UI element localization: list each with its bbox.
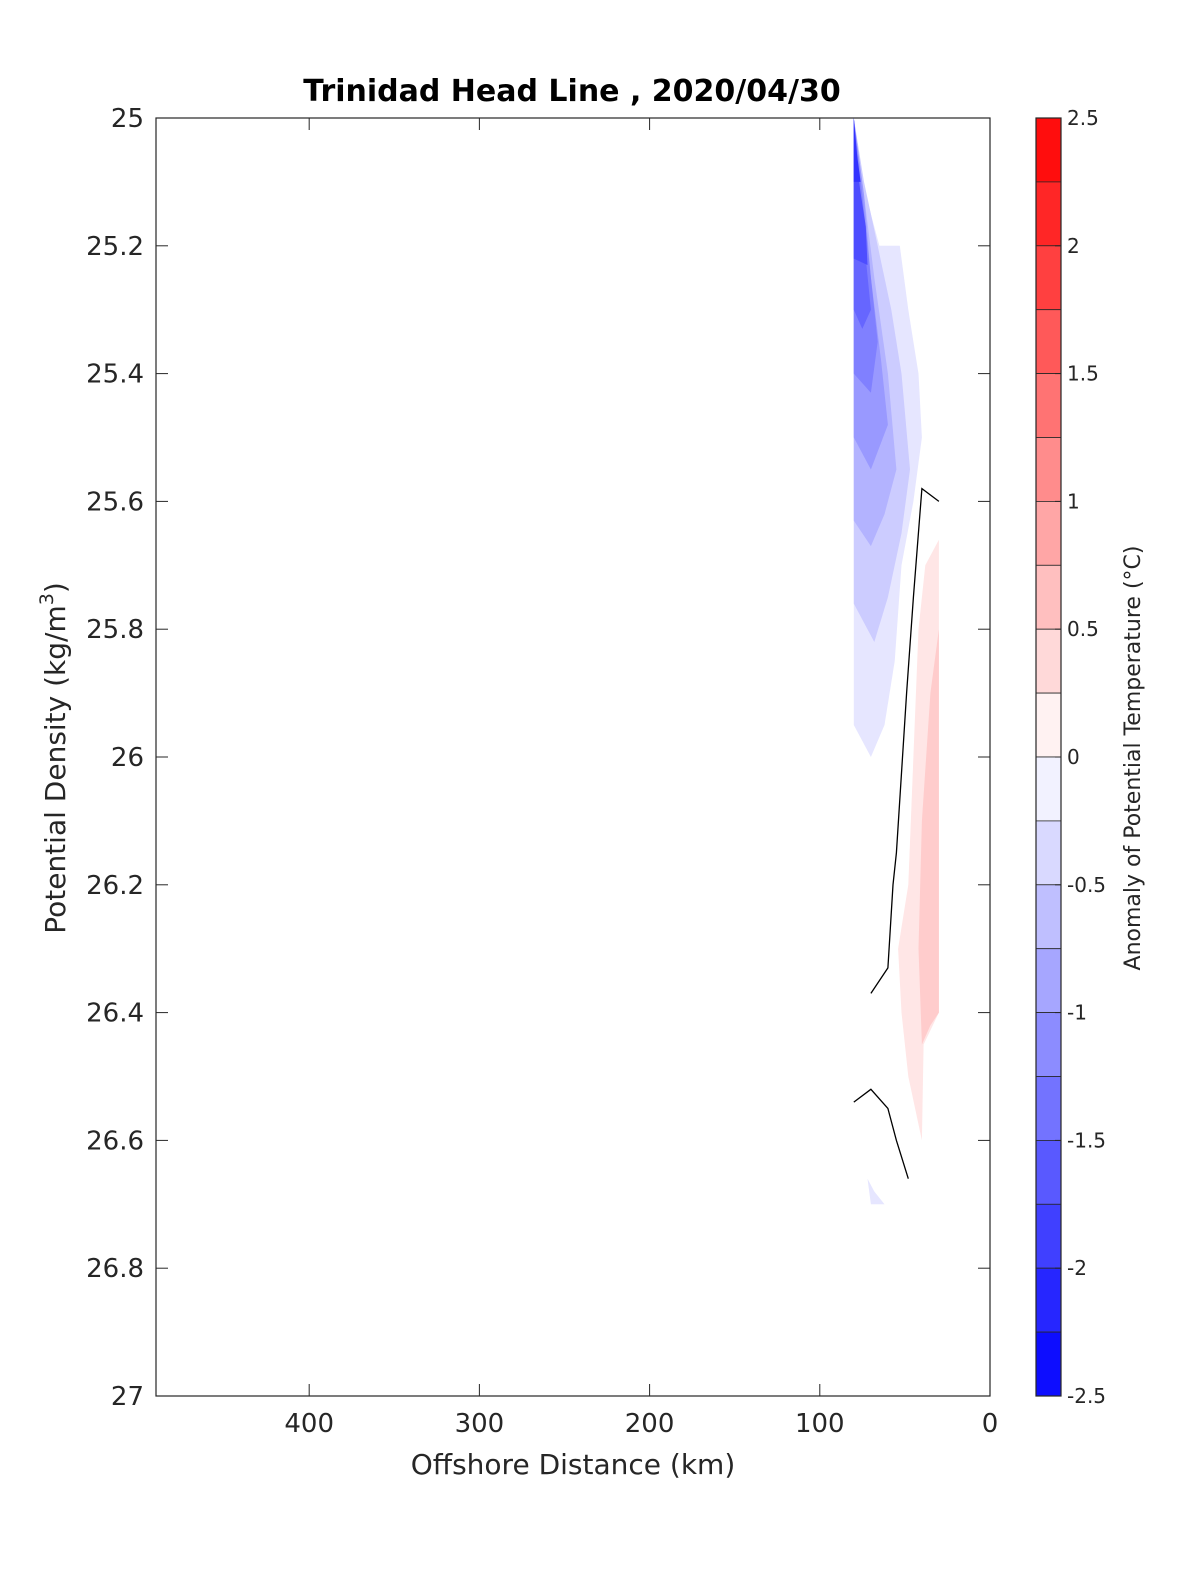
colorbar-tick-label-2: 1.5 xyxy=(1067,362,1099,386)
colorbar-tick-label-3: 1 xyxy=(1067,489,1080,513)
y-axis-label-main: Potential Density (kg/m xyxy=(39,605,72,934)
colorbar-segment-16 xyxy=(1035,1140,1062,1205)
contour-fills xyxy=(853,118,939,1205)
colorbar-segment-3 xyxy=(1035,309,1062,375)
y-tick-label-9: 26.8 xyxy=(86,1254,144,1284)
colorbar-segment-10 xyxy=(1035,756,1062,822)
y-tick-label-5: 26 xyxy=(111,743,144,773)
y-tick-label-3: 25.6 xyxy=(86,487,144,517)
colorbar-tick-label-1: 2 xyxy=(1067,234,1080,258)
colorbar-tick-label-4: 0.5 xyxy=(1067,617,1099,641)
colorbar: 2.5 2 1.5 1 0.5 0 -0.5 -1 -1.5 -2 -2.5 xyxy=(1035,106,1106,1408)
colorbar-label: Anomaly of Potential Temperature (°C) xyxy=(1121,546,1146,971)
colorbar-segment-15 xyxy=(1035,1076,1062,1141)
y-tick-label-8: 26.6 xyxy=(86,1126,144,1156)
colorbar-segment-19 xyxy=(1035,1331,1062,1397)
y-tick-label-0: 25 xyxy=(111,104,144,134)
colorbar-tick-label-5: 0 xyxy=(1067,745,1080,769)
chart-title: Trinidad Head Line , 2020/04/30 xyxy=(303,74,840,109)
x-tick-label-3: 100 xyxy=(795,1409,845,1439)
contour-fill-8 xyxy=(867,1178,885,1205)
x-tick-label-2: 200 xyxy=(625,1409,675,1439)
colorbar-segment-18 xyxy=(1035,1267,1062,1333)
colorbar-segment-11 xyxy=(1035,820,1062,886)
colorbar-segment-1 xyxy=(1035,181,1062,247)
colorbar-tick-label-9: -2 xyxy=(1067,1256,1087,1280)
colorbar-tick-label-8: -1.5 xyxy=(1067,1128,1106,1152)
x-axis-label: Offshore Distance (km) xyxy=(411,1448,736,1481)
y-tick-label-4: 25.8 xyxy=(86,615,144,645)
y-axis-label-close: ) xyxy=(39,582,72,593)
colorbar-segment-2 xyxy=(1035,245,1062,311)
zero-contour-lines xyxy=(853,487,940,1179)
y-tick-label-7: 26.4 xyxy=(86,999,144,1029)
zero-contour-line-0 xyxy=(870,487,940,994)
x-axis-ticks: 400 300 200 100 0 xyxy=(284,118,998,1439)
colorbar-segment-9 xyxy=(1035,692,1062,758)
contour-fill-10 xyxy=(918,629,939,1045)
contour-fill-6 xyxy=(853,118,868,265)
y-axis-ticks: 25 25.2 25.4 25.6 25.8 26 26.2 26.4 26.6 26.8 27 xyxy=(86,104,990,1412)
colorbar-segment-13 xyxy=(1035,948,1062,1014)
y-tick-label-10: 27 xyxy=(111,1382,144,1412)
colorbar-segment-8 xyxy=(1035,628,1062,694)
y-tick-label-1: 25.2 xyxy=(86,232,144,262)
x-tick-label-1: 300 xyxy=(455,1409,505,1439)
x-tick-label-0: 400 xyxy=(284,1409,334,1439)
contour-fill-7 xyxy=(853,118,861,182)
zero-contour-line-1 xyxy=(853,1088,909,1179)
colorbar-tick-label-10: -2.5 xyxy=(1067,1384,1106,1408)
y-tick-label-6: 26.2 xyxy=(86,871,144,901)
colorbar-segment-17 xyxy=(1035,1203,1062,1269)
colorbar-tick-label-0: 2.5 xyxy=(1067,106,1099,130)
colorbar-segment-12 xyxy=(1035,884,1062,950)
colorbar-segment-14 xyxy=(1035,1012,1062,1077)
colorbar-segment-5 xyxy=(1035,437,1062,502)
y-axis-label: Potential Density (kg/m3) xyxy=(36,582,72,934)
colorbar-segment-4 xyxy=(1035,373,1062,438)
colorbar-segment-6 xyxy=(1035,500,1062,566)
x-tick-label-4: 0 xyxy=(982,1409,999,1439)
y-axis-label-superscript: 3 xyxy=(36,593,58,605)
colorbar-tick-label-7: -1 xyxy=(1067,1001,1087,1025)
y-tick-label-2: 25.4 xyxy=(86,360,144,390)
colorbar-segment-7 xyxy=(1035,564,1062,630)
colorbar-tick-label-6: -0.5 xyxy=(1067,873,1106,897)
colorbar-segment-0 xyxy=(1035,117,1062,183)
